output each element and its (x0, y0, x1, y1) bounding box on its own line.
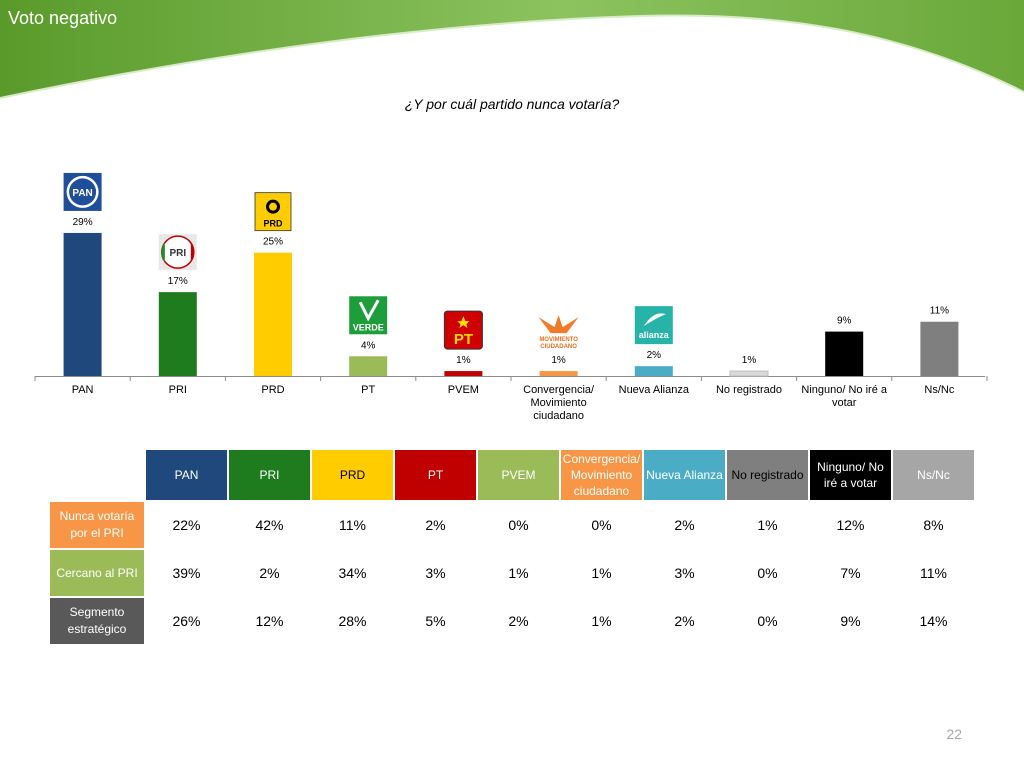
table-cell: 5% (425, 613, 446, 629)
category-label: Ns/Nc (924, 384, 955, 396)
category-label: PVEM (447, 384, 479, 396)
bar-7 (634, 366, 673, 376)
prd-logo: PRD (254, 192, 292, 232)
category-label: Convergencia/ Movimiento ciudadano (523, 384, 595, 422)
table-cell: 11% (339, 517, 366, 533)
category-label: No registrado (715, 384, 783, 396)
svg-text:CIUDADANO: CIUDADANO (540, 344, 577, 350)
table-cell: 12% (836, 517, 865, 533)
table-cell: 0% (757, 613, 778, 629)
table-cell: 9% (840, 613, 861, 629)
svg-text:VERDE: VERDE (353, 322, 384, 332)
page-number: 22 (946, 726, 962, 742)
bar-9 (825, 331, 864, 376)
table-corner (50, 450, 144, 500)
row-header: Segmento estratégico (50, 598, 144, 644)
bar-2 (158, 292, 197, 376)
table-cell: 34% (338, 565, 367, 581)
table-cell: 2% (259, 565, 280, 581)
slide-title: Voto negativo (8, 8, 118, 28)
bar-1 (63, 232, 102, 376)
table-cell: 3% (674, 565, 695, 581)
table-cell: 39% (172, 565, 201, 581)
bar-value-label: 9% (837, 316, 852, 327)
table-cell: 7% (840, 565, 861, 581)
table-cell: 0% (757, 565, 778, 581)
bar-value-label: 2% (647, 350, 662, 361)
bar-value-label: 25% (263, 237, 283, 248)
column-header: Nueva Alianza (644, 450, 725, 500)
table-cell: 1% (757, 517, 778, 533)
column-header: Convergencia/ Movimiento ciudadano (561, 450, 642, 500)
column-header: Ns/Nc (893, 450, 974, 500)
column-header: No registrado (727, 450, 808, 500)
table-cell: 3% (425, 565, 446, 581)
category-label: Nueva Alianza (618, 384, 689, 396)
row-header: Cercano al PRI (50, 550, 144, 596)
bar-value-label: 1% (551, 355, 566, 366)
bar-value-label: 11% (930, 306, 949, 317)
bar-value-label: 1% (742, 355, 757, 366)
row-header: Nunca votaría por el PRI (50, 502, 144, 548)
pvem-pt-logo: PT (443, 310, 483, 350)
svg-text:PT: PT (454, 331, 473, 348)
svg-text:alianza: alianza (639, 330, 670, 340)
bar-value-label: 1% (456, 355, 471, 366)
pri-logo: PRI (158, 234, 197, 271)
table-cell: 14% (919, 613, 948, 629)
category-label: PT (361, 384, 376, 396)
table-cell: 1% (508, 565, 529, 581)
column-header: PVEM (478, 450, 559, 500)
table-cell: 2% (508, 613, 529, 629)
column-header: Ninguno/ No iré a votar (810, 450, 891, 500)
table-cell: 11% (920, 565, 947, 581)
table-cell: 12% (255, 613, 284, 629)
table-cell: 26% (172, 613, 201, 629)
bar-6 (539, 371, 578, 376)
segment-table: PAN PRI PRD PT PVEM Convergencia/ Movimiento … (48, 448, 976, 646)
category-label: Ninguno/ No iré a votar (801, 384, 887, 409)
column-header: PAN (146, 450, 227, 500)
header-wave-banner (0, 0, 1024, 99)
chart-title: ¿Y por cuál partido nunca votaría? (404, 96, 620, 112)
bar-4 (349, 356, 388, 376)
nueva-alianza-logo: alianza (634, 306, 673, 345)
svg-text:PRI: PRI (169, 248, 186, 259)
svg-text:PAN: PAN (72, 188, 92, 199)
category-label: PRI (168, 384, 187, 396)
table-cell: 28% (338, 613, 367, 629)
table-cell: 0% (591, 517, 612, 533)
svg-text:PRD: PRD (263, 219, 283, 229)
column-header: PRI (229, 450, 310, 500)
column-header: PT (395, 450, 476, 500)
table-cell: 1% (591, 565, 612, 581)
bar-3 (254, 252, 292, 376)
table-header-row: PAN PRI PRD PT PVEM Convergencia/ Movimiento … (50, 450, 974, 500)
svg-text:MOVIMIENTO: MOVIMIENTO (539, 337, 578, 343)
pan-logo: PAN (63, 172, 102, 211)
table-cell: 8% (923, 517, 944, 533)
bar-chart: 29% PAN 17% PRI 25% PRD 4% VERDE 1% PT 1% MOVIMIENT… (34, 172, 988, 381)
category-label: PAN (71, 384, 94, 396)
table-cell: 2% (674, 517, 695, 533)
table-cell: 0% (508, 517, 529, 533)
table-row: Segmento estratégico 26% 12% 28% 5% 2% 1% 2% 0% 9… (50, 598, 974, 644)
bar-value-label: 4% (361, 340, 376, 351)
table-cell: 2% (674, 613, 695, 629)
table-row: Cercano al PRI 39% 2% 34% 3% 1% 1% 3% 0% 7% 11% (50, 550, 974, 596)
bar-value-label: 29% (73, 217, 93, 228)
bar-10 (920, 321, 959, 376)
table-cell: 2% (425, 517, 446, 533)
category-label: PRD (261, 384, 285, 396)
table-cell: 1% (591, 613, 612, 629)
pt-verde-logo: VERDE (349, 296, 388, 335)
bar-value-label: 17% (168, 276, 188, 287)
table-row: Nunca votaría por el PRI 22% 42% 11% 2% 0% 0% 2… (50, 502, 974, 548)
bar-5 (444, 371, 483, 376)
column-header: PRD (312, 450, 393, 500)
table-cell: 22% (172, 517, 201, 533)
table-cell: 42% (255, 517, 284, 533)
bar-8 (729, 370, 769, 377)
